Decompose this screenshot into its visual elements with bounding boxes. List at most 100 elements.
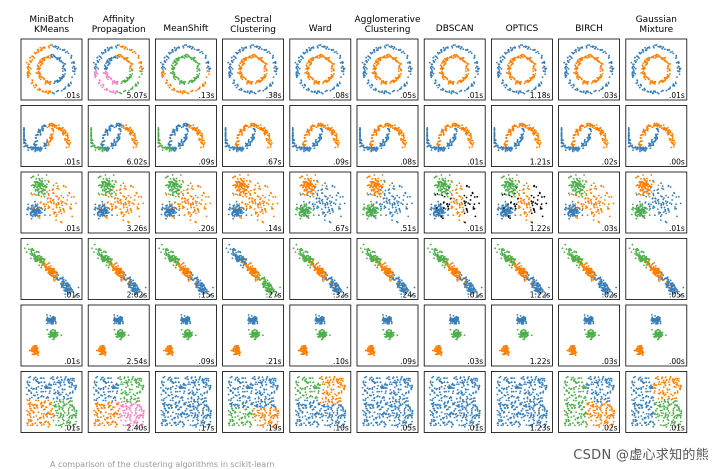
data-point (183, 137, 186, 140)
data-point (579, 62, 581, 65)
data-point (201, 135, 204, 138)
data-point (228, 76, 231, 79)
data-point (584, 126, 586, 129)
data-point (306, 65, 308, 68)
data-point (510, 148, 513, 151)
data-point (176, 59, 179, 62)
data-point (335, 135, 338, 138)
data-point (516, 141, 519, 144)
data-point (328, 78, 331, 80)
data-point (400, 73, 402, 75)
data-point (457, 126, 459, 129)
data-point (298, 56, 300, 59)
data-point (367, 55, 369, 57)
data-point (404, 146, 406, 148)
data-point (359, 145, 361, 148)
data-point (314, 56, 317, 59)
data-point (275, 67, 278, 70)
data-point (610, 62, 613, 65)
data-point (446, 57, 449, 60)
data-point (59, 48, 61, 51)
data-point (577, 49, 580, 52)
data-point (638, 57, 640, 59)
data-point (255, 126, 258, 129)
data-point (182, 141, 185, 143)
data-point (241, 49, 244, 52)
data-point (31, 55, 33, 57)
data-point (367, 81, 370, 84)
data-point (676, 76, 678, 78)
data-point (386, 55, 389, 58)
data-point (380, 80, 383, 82)
data-point (191, 81, 193, 83)
data-point (596, 48, 599, 51)
data-point (104, 70, 107, 73)
data-point (51, 136, 54, 139)
data-point (57, 46, 60, 49)
data-point (383, 56, 386, 59)
data-point (40, 49, 42, 52)
data-point (519, 44, 522, 47)
data-point (459, 58, 462, 61)
data-point (441, 130, 444, 133)
data-point (291, 138, 294, 141)
data-point (661, 81, 664, 83)
data-point (269, 146, 272, 148)
data-point (643, 89, 646, 92)
data-point (34, 150, 37, 153)
data-point (42, 90, 45, 93)
data-point (129, 126, 132, 129)
data-point (599, 126, 602, 129)
data-point (611, 67, 614, 70)
data-point (264, 49, 267, 51)
data-point (642, 148, 645, 151)
data-point (477, 73, 479, 75)
data-point (406, 54, 409, 57)
data-point (185, 55, 187, 58)
data-point (447, 125, 449, 128)
data-point (244, 77, 247, 80)
data-point (109, 47, 111, 49)
data-point (397, 75, 400, 78)
data-point (640, 51, 643, 54)
data-point (642, 51, 645, 53)
data-point (637, 84, 640, 87)
data-point (125, 80, 128, 82)
data-point (300, 58, 302, 61)
data-point (517, 144, 519, 147)
data-point (127, 89, 130, 92)
data-point (544, 67, 546, 70)
data-point (520, 133, 523, 136)
data-point (259, 46, 262, 49)
data-point (447, 47, 449, 49)
data-point (271, 142, 273, 144)
data-point (303, 146, 306, 149)
data-point (570, 143, 573, 146)
data-point (258, 48, 260, 50)
data-point (27, 149, 30, 152)
data-point (657, 130, 660, 133)
data-point (378, 59, 380, 62)
data-point (310, 129, 313, 132)
data-point (571, 86, 574, 89)
data-point (600, 49, 603, 51)
data-point (575, 130, 578, 133)
data-point (62, 64, 65, 67)
panel-noisy_circles-0: .01s (20, 38, 83, 101)
data-point (186, 128, 189, 131)
data-point (404, 143, 407, 146)
data-point (178, 47, 181, 49)
data-point (461, 124, 463, 126)
data-point (137, 81, 139, 84)
data-point (23, 141, 25, 144)
data-point (636, 81, 639, 84)
data-point (661, 90, 664, 92)
data-point (524, 126, 527, 129)
data-point (389, 126, 392, 129)
data-point (50, 53, 53, 56)
data-point (654, 80, 657, 83)
data-point (609, 67, 612, 69)
data-point (588, 44, 591, 46)
data-point (644, 64, 647, 67)
